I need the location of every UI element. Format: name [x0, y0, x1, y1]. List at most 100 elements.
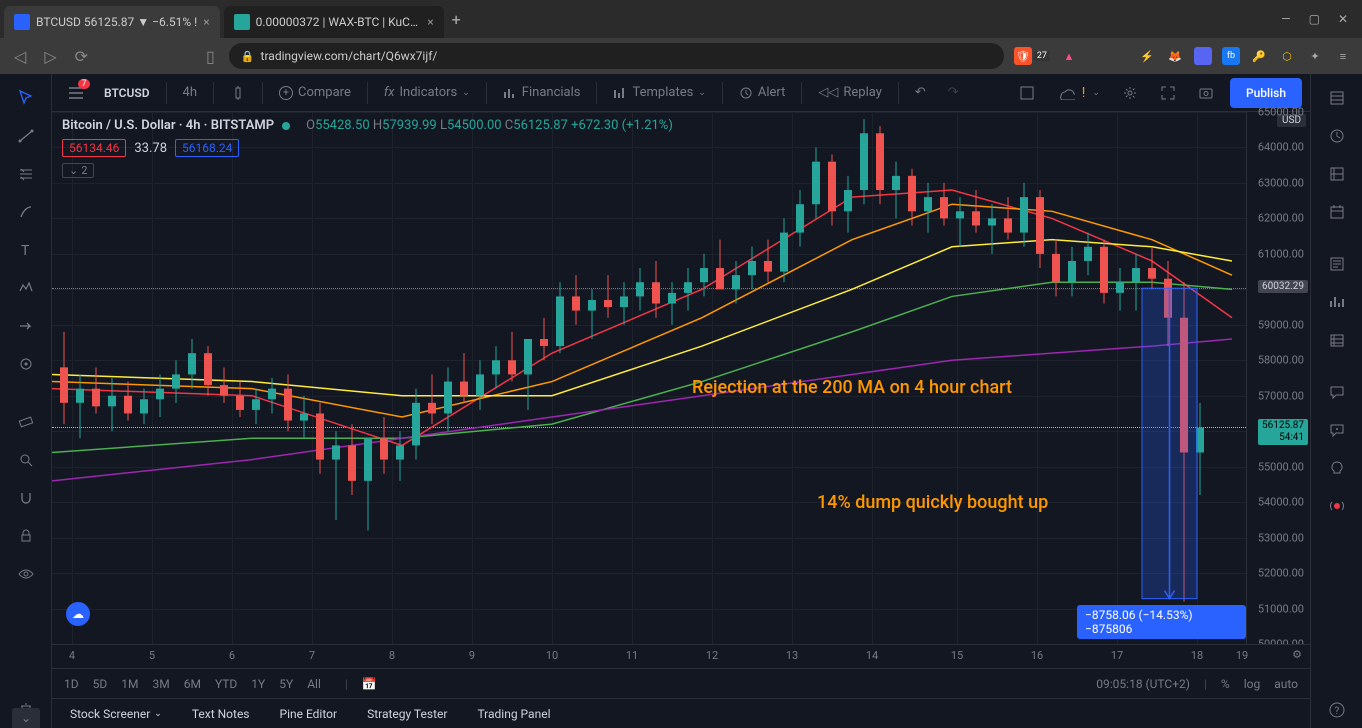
- fb-icon[interactable]: fb: [1222, 47, 1240, 65]
- redo-button[interactable]: ↷: [938, 79, 969, 107]
- tab-text-notes[interactable]: Text Notes: [178, 701, 264, 727]
- maximize-icon[interactable]: ▢: [1309, 12, 1320, 26]
- text-tool[interactable]: T: [6, 232, 46, 268]
- range-1d[interactable]: 1D: [64, 677, 79, 691]
- chart-canvas[interactable]: Bitcoin / U.S. Dollar · 4h · BITSTAMP O5…: [52, 112, 1246, 644]
- snapshot-button[interactable]: [1188, 79, 1224, 107]
- tab-stock-screener[interactable]: Stock Screener⌄: [56, 701, 176, 727]
- watchlist-icon[interactable]: [1317, 80, 1357, 116]
- data-icon[interactable]: [1317, 284, 1357, 320]
- expand-arrow[interactable]: ⌄: [12, 708, 40, 728]
- calendar-icon[interactable]: [1317, 194, 1357, 230]
- market-status-dot: [282, 122, 290, 130]
- save-button[interactable]: !⌄: [1047, 79, 1110, 107]
- fullscreen-button[interactable]: [1150, 79, 1186, 107]
- ideas-stream-icon[interactable]: [1317, 450, 1357, 486]
- ext-icon-3[interactable]: [1194, 47, 1212, 65]
- lock-icon: 🔒: [241, 50, 255, 63]
- range-1y[interactable]: 1Y: [251, 677, 265, 691]
- pattern-tool[interactable]: [6, 270, 46, 306]
- magnet-tool[interactable]: [6, 480, 46, 516]
- app-root: T ⌄ 7 BTCUSD 4h +Compare fxIndicat: [0, 74, 1362, 728]
- tab-strategy-tester[interactable]: Strategy Tester: [353, 701, 461, 727]
- ideas-icon[interactable]: ☁: [66, 602, 90, 626]
- private-chat-icon[interactable]: [1317, 412, 1357, 448]
- time-axis[interactable]: ⚙ 45678910111213141516171819: [52, 644, 1310, 668]
- puzzle-icon[interactable]: ✦: [1306, 47, 1324, 65]
- buy-price[interactable]: 56168.24: [175, 139, 239, 157]
- tab-pine-editor[interactable]: Pine Editor: [266, 701, 352, 727]
- replay-button[interactable]: ◁◁Replay: [808, 79, 892, 107]
- price-axis[interactable]: USD 50000.0051000.0052000.0053000.005400…: [1246, 112, 1310, 644]
- hex-icon[interactable]: ⬡: [1278, 47, 1296, 65]
- alerts-icon[interactable]: [1317, 118, 1357, 154]
- chart-toolbar: 7 BTCUSD 4h +Compare fxIndicators⌄ Finan…: [52, 74, 1310, 112]
- back-button[interactable]: ◁: [10, 47, 30, 66]
- percent-toggle[interactable]: %: [1221, 677, 1230, 691]
- log-toggle[interactable]: log: [1244, 677, 1261, 691]
- ext-icon-1[interactable]: ⚡: [1138, 47, 1156, 65]
- lock-tool[interactable]: [6, 518, 46, 554]
- sell-price[interactable]: 56134.46: [62, 139, 126, 157]
- fib-tool[interactable]: [6, 156, 46, 192]
- help-icon[interactable]: ?: [1317, 692, 1357, 728]
- triangle-icon[interactable]: ▲: [1060, 47, 1078, 65]
- tab-close-icon[interactable]: ×: [203, 15, 209, 29]
- menu-icon[interactable]: ≡: [1334, 47, 1352, 65]
- browser-tab-active[interactable]: BTCUSD 56125.87 ▼ −6.51% ! ×: [4, 6, 220, 38]
- range-5y[interactable]: 5Y: [279, 677, 293, 691]
- news-icon[interactable]: [1317, 246, 1357, 282]
- range-5d[interactable]: 5D: [93, 677, 108, 691]
- axis-settings-icon[interactable]: ⚙: [1292, 648, 1302, 661]
- dom-icon[interactable]: [1317, 322, 1357, 358]
- zoom-tool[interactable]: [6, 442, 46, 478]
- settings-button[interactable]: [1112, 79, 1148, 107]
- hamburger-menu[interactable]: 7: [60, 77, 92, 109]
- cursor-tool[interactable]: [6, 80, 46, 116]
- templates-button[interactable]: Templates⌄: [603, 79, 715, 107]
- range-3m[interactable]: 3M: [152, 677, 169, 691]
- ruler-tool[interactable]: [6, 404, 46, 440]
- close-icon[interactable]: ✕: [1338, 12, 1348, 26]
- chat-icon[interactable]: [1317, 374, 1357, 410]
- trendline-tool[interactable]: [6, 118, 46, 154]
- streams-icon[interactable]: [1317, 488, 1357, 524]
- undo-button[interactable]: ↶: [905, 79, 936, 107]
- browser-tab[interactable]: 0.00000372 | WAX-BTC | KuCoin | Cryp… ×: [224, 6, 444, 38]
- hotlist-icon[interactable]: [1317, 156, 1357, 192]
- collapse-indicators[interactable]: ⌄ 2: [62, 163, 94, 178]
- tab-trading-panel[interactable]: Trading Panel: [463, 701, 564, 727]
- eye-tool[interactable]: [6, 556, 46, 592]
- window-controls: — ▢ ✕: [1281, 12, 1362, 26]
- forecast-tool[interactable]: [6, 308, 46, 344]
- range-6m[interactable]: 6M: [184, 677, 201, 691]
- candle-style-button[interactable]: [220, 79, 256, 107]
- forward-button[interactable]: ▷: [40, 47, 60, 66]
- metamask-icon[interactable]: 🦊: [1166, 47, 1184, 65]
- symbol-button[interactable]: BTCUSD: [94, 79, 160, 107]
- layout-button[interactable]: [1009, 79, 1045, 107]
- right-toolbar: ?: [1310, 74, 1362, 728]
- minimize-icon[interactable]: —: [1281, 12, 1290, 26]
- brush-tool[interactable]: [6, 194, 46, 230]
- url-input[interactable]: 🔒 tradingview.com/chart/Q6wx7ijf/: [229, 43, 1004, 69]
- notif-badge: 7: [78, 79, 90, 89]
- alert-button[interactable]: Alert: [729, 79, 796, 107]
- publish-button[interactable]: Publish: [1230, 78, 1302, 108]
- indicators-button[interactable]: fxIndicators⌄: [374, 79, 480, 107]
- auto-toggle[interactable]: auto: [1274, 677, 1298, 691]
- new-tab-button[interactable]: +: [452, 10, 461, 29]
- brave-shield-icon[interactable]: 🛡: [1014, 47, 1032, 65]
- reload-button[interactable]: ⟳: [71, 47, 92, 66]
- key-icon[interactable]: 🔑: [1250, 47, 1268, 65]
- target-tool[interactable]: [6, 346, 46, 382]
- range-all[interactable]: All: [307, 677, 321, 691]
- financials-button[interactable]: Financials: [493, 79, 591, 107]
- goto-date-icon[interactable]: 📅: [362, 677, 377, 691]
- bookmark-icon[interactable]: ▯: [202, 47, 219, 66]
- interval-button[interactable]: 4h: [173, 79, 207, 107]
- tab-close-icon[interactable]: ×: [427, 15, 433, 29]
- compare-button[interactable]: +Compare: [269, 79, 361, 107]
- range-ytd[interactable]: YTD: [215, 677, 237, 691]
- range-1m[interactable]: 1M: [121, 677, 138, 691]
